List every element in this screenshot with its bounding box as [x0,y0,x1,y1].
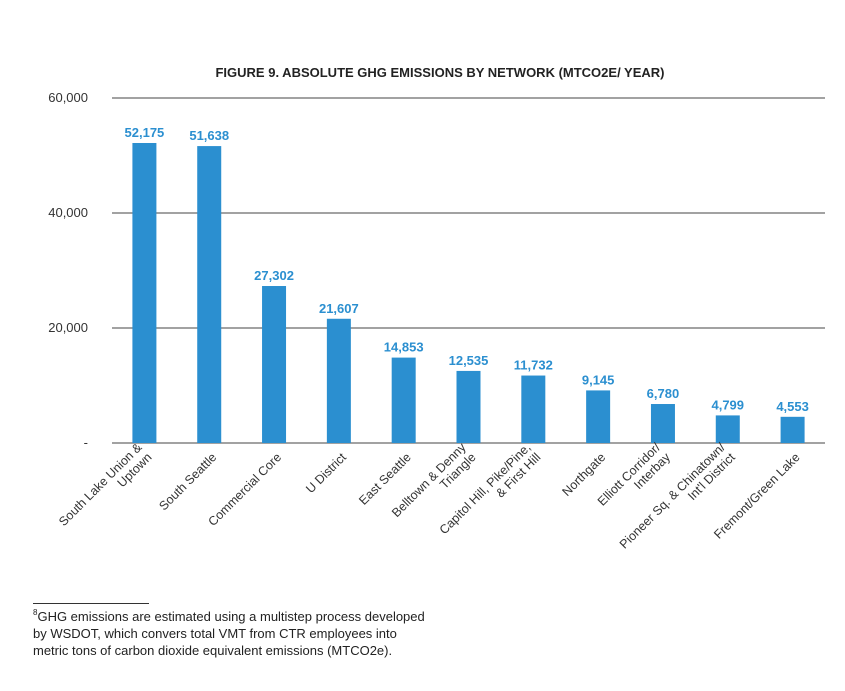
category-label: South Lake Union &Uptown [56,440,155,539]
category-label: U District [303,450,349,496]
value-label: 14,853 [384,340,424,355]
value-label: 4,553 [776,399,809,414]
y-tick-label: 20,000 [48,320,88,335]
category-label-line: Pioneer Sq. & Chinatown/ [617,440,728,551]
y-tick-label: - [84,435,88,450]
footnote-divider [33,603,149,604]
value-label: 4,799 [711,397,744,412]
y-axis: - 20,000 40,000 60,000 [48,90,88,450]
bar-chart: FIGURE 9. ABSOLUTE GHG EMISSIONS BY NETW… [48,65,825,552]
value-label: 6,780 [647,386,680,401]
value-labels: 52,175 51,638 27,302 21,607 14,853 12,535 11,7… [125,125,809,414]
value-label: 11,732 [514,358,553,373]
value-label: 21,607 [319,301,359,316]
bar [586,390,611,443]
category-label-line: South Seattle [156,450,219,513]
footnote-text: GHG emissions are estimated using a mult… [33,609,425,658]
value-label: 27,302 [254,268,294,283]
category-label: South Seattle [156,450,219,513]
value-label: 12,535 [449,353,489,368]
category-label-line: South Lake Union & [56,440,145,529]
chart-title: FIGURE 9. ABSOLUTE GHG EMISSIONS BY NETW… [215,65,664,80]
bar [456,370,481,443]
bar [780,416,805,443]
bar [326,318,351,443]
value-label: 51,638 [189,128,229,143]
bar [132,142,157,443]
category-labels: South Lake Union &Uptown South SeattleCom… [56,440,803,552]
value-label: 9,145 [582,372,615,387]
footnote-marker: 8 [33,608,38,617]
bar [650,404,675,443]
bars [132,142,805,444]
footnote: 8GHG emissions are estimated using a mul… [33,608,433,659]
bar [715,415,740,443]
y-tick-label: 60,000 [48,90,88,105]
value-label: 52,175 [125,125,165,140]
bar [262,286,287,443]
y-tick-label: 40,000 [48,205,88,220]
bar [391,357,416,443]
bar [197,146,222,444]
bar [521,375,546,443]
category-label-line: U District [303,450,349,496]
